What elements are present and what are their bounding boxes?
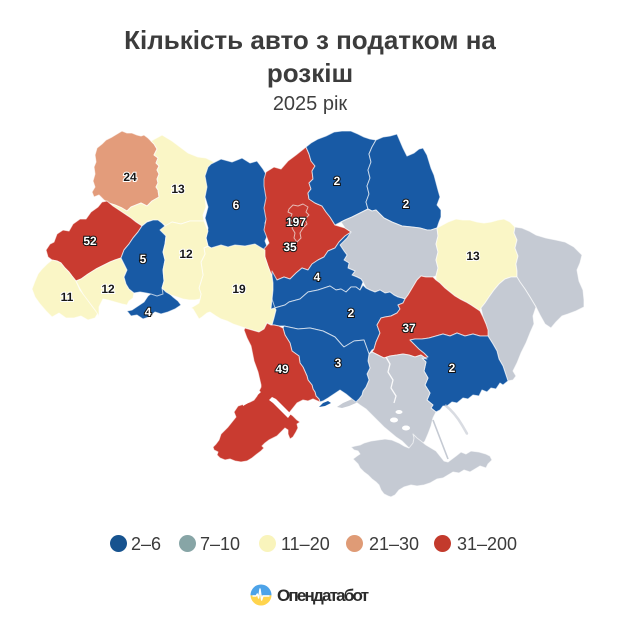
svg-text:13: 13	[466, 249, 480, 263]
svg-text:19: 19	[232, 282, 246, 296]
svg-text:2: 2	[403, 197, 410, 211]
svg-text:24: 24	[123, 170, 137, 184]
svg-text:4: 4	[145, 305, 152, 319]
svg-text:2: 2	[449, 361, 456, 375]
svg-text:2: 2	[348, 306, 355, 320]
svg-text:6: 6	[233, 198, 240, 212]
svg-text:12: 12	[101, 282, 115, 296]
svg-text:5: 5	[140, 252, 147, 266]
svg-text:2: 2	[334, 174, 341, 188]
svg-text:197: 197	[286, 215, 306, 229]
svg-text:52: 52	[83, 234, 97, 248]
svg-text:12: 12	[179, 247, 193, 261]
svg-text:37: 37	[402, 321, 416, 335]
svg-text:49: 49	[275, 362, 289, 376]
svg-text:3: 3	[335, 356, 342, 370]
svg-text:35: 35	[283, 240, 297, 254]
svg-text:4: 4	[314, 270, 321, 284]
svg-text:13: 13	[171, 182, 185, 196]
svg-text:11: 11	[61, 290, 74, 304]
